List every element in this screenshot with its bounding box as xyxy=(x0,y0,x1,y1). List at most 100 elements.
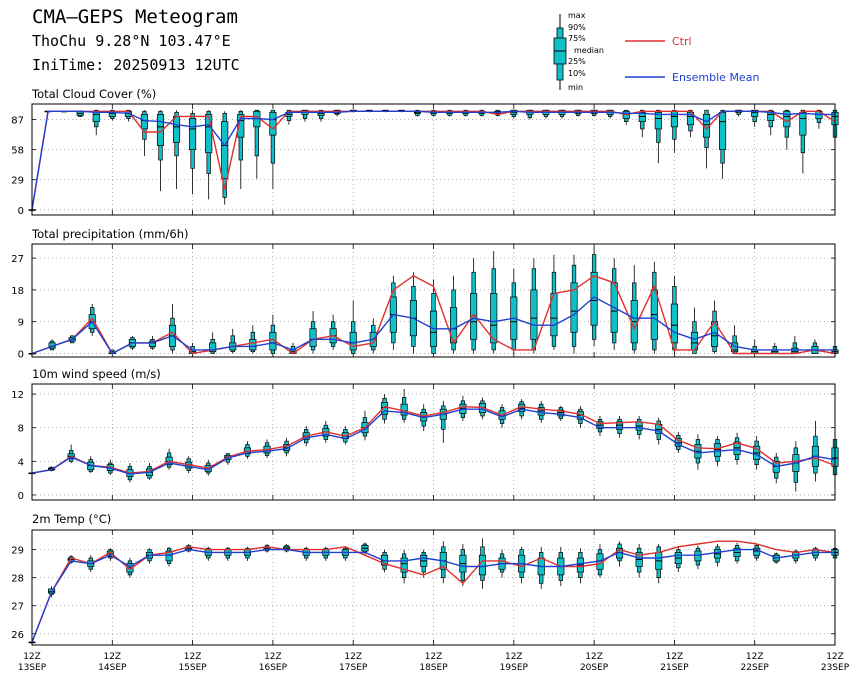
y-tick-label: 87 xyxy=(11,116,24,127)
box-8 xyxy=(185,544,193,553)
box-16 xyxy=(341,546,349,561)
panel-frame xyxy=(31,103,836,216)
box-16 xyxy=(285,109,293,125)
y-tick-label: 29 xyxy=(11,176,24,187)
box-inner xyxy=(380,402,389,415)
box-19 xyxy=(400,549,408,584)
box-inner xyxy=(490,293,498,344)
y-tick-label: 28 xyxy=(11,574,24,585)
x-tick-label-date: 15SEP xyxy=(178,663,207,673)
y-tick-label: 26 xyxy=(11,630,24,641)
box-11 xyxy=(249,325,257,354)
box-7 xyxy=(140,110,148,156)
box-34 xyxy=(694,545,702,570)
box-10 xyxy=(189,110,197,195)
box-38 xyxy=(772,452,780,484)
chart-legend: max 90% 75% median 25% 10% min Ctrl Ensemble Mea… xyxy=(553,11,759,92)
box-27 xyxy=(570,254,578,354)
box-39 xyxy=(654,109,662,164)
box-15 xyxy=(329,314,337,350)
box-inner xyxy=(156,114,165,146)
box-30 xyxy=(630,265,638,354)
legend-box-label-4: 25% xyxy=(568,57,586,66)
box-28 xyxy=(576,405,584,428)
x-tick-label-date: 17SEP xyxy=(339,663,368,673)
box-inner xyxy=(148,340,157,347)
box-36 xyxy=(751,339,759,354)
box-outer xyxy=(254,109,259,157)
box-18 xyxy=(389,275,397,350)
box-inner xyxy=(753,547,761,556)
x-tick-label-time: 12Z xyxy=(184,652,202,662)
box-inner xyxy=(209,342,217,353)
panel-frame xyxy=(31,383,836,501)
box-32 xyxy=(655,544,663,584)
ctrl-line xyxy=(31,406,836,474)
box-inner xyxy=(638,111,646,122)
ensemble-mean-line xyxy=(31,548,835,643)
box-29 xyxy=(610,258,618,350)
box-41 xyxy=(686,109,695,138)
box-40 xyxy=(811,420,819,482)
box-33 xyxy=(674,431,682,453)
box-31 xyxy=(650,261,658,354)
x-tick-label-date: 14SEP xyxy=(98,663,127,673)
legend-box-label-1: 90% xyxy=(568,23,586,32)
box-48 xyxy=(799,109,807,174)
box-22 xyxy=(459,544,467,587)
x-tick-label-time: 12Z xyxy=(826,652,844,662)
box-inner xyxy=(478,554,487,576)
panel-frame xyxy=(31,243,836,358)
box-inner xyxy=(654,111,662,130)
box-27 xyxy=(557,405,565,421)
box-14 xyxy=(253,109,261,179)
box-inner xyxy=(570,282,578,333)
legend-box-label-5: 10% xyxy=(568,69,586,78)
box-inner xyxy=(205,114,213,154)
box-10 xyxy=(229,328,237,354)
x-tick-label-date: 20SEP xyxy=(580,663,609,673)
y-tick-label: 12 xyxy=(11,390,24,401)
box-7 xyxy=(165,546,173,567)
box-24 xyxy=(413,109,421,117)
box-33 xyxy=(674,546,682,573)
y-tick-label: 27 xyxy=(11,602,24,613)
box-24 xyxy=(510,268,518,354)
box-12 xyxy=(221,111,229,205)
box-inner xyxy=(221,121,229,180)
box-inner xyxy=(400,557,408,573)
box-16 xyxy=(349,300,357,354)
x-tick-label-time: 12Z xyxy=(23,652,41,662)
box-37 xyxy=(753,436,761,470)
legend-box-label-0: max xyxy=(568,11,586,20)
x-tick-label-date: 21SEP xyxy=(660,663,689,673)
panel-3: 2m Temp (°C) 26 27 28 29 xyxy=(11,512,839,646)
legend-ctrl-label: Ctrl xyxy=(672,35,692,48)
box-19 xyxy=(409,272,417,354)
x-tick-label-time: 12Z xyxy=(585,652,603,662)
legend-box-label-6: min xyxy=(568,83,583,92)
legend-mean-label: Ensemble Mean xyxy=(672,71,759,84)
box-12 xyxy=(269,314,277,354)
x-tick-label-time: 12Z xyxy=(425,652,443,662)
box-37 xyxy=(753,544,761,561)
box-35 xyxy=(713,544,722,567)
box-inner xyxy=(799,111,807,136)
box-37 xyxy=(771,342,779,354)
box-inner xyxy=(189,118,197,150)
box-40 xyxy=(670,109,678,153)
box-inner xyxy=(165,550,173,562)
panel-1: Total precipitation (mm/6h) 0 9 18 27 xyxy=(11,227,839,360)
box-28 xyxy=(576,548,584,584)
ensemble-mean-line xyxy=(31,408,836,475)
x-tick-label-date: 13SEP xyxy=(18,663,47,673)
box-23 xyxy=(490,251,498,354)
panel-title: 10m wind speed (m/s) xyxy=(32,367,161,381)
box-1 xyxy=(48,339,56,351)
legend-box-label-2: 75% xyxy=(568,34,586,43)
box-21 xyxy=(439,400,447,443)
box-37 xyxy=(622,109,630,125)
y-tick-label: 8 xyxy=(18,424,24,435)
box-34 xyxy=(710,300,719,354)
box-13 xyxy=(283,544,291,553)
